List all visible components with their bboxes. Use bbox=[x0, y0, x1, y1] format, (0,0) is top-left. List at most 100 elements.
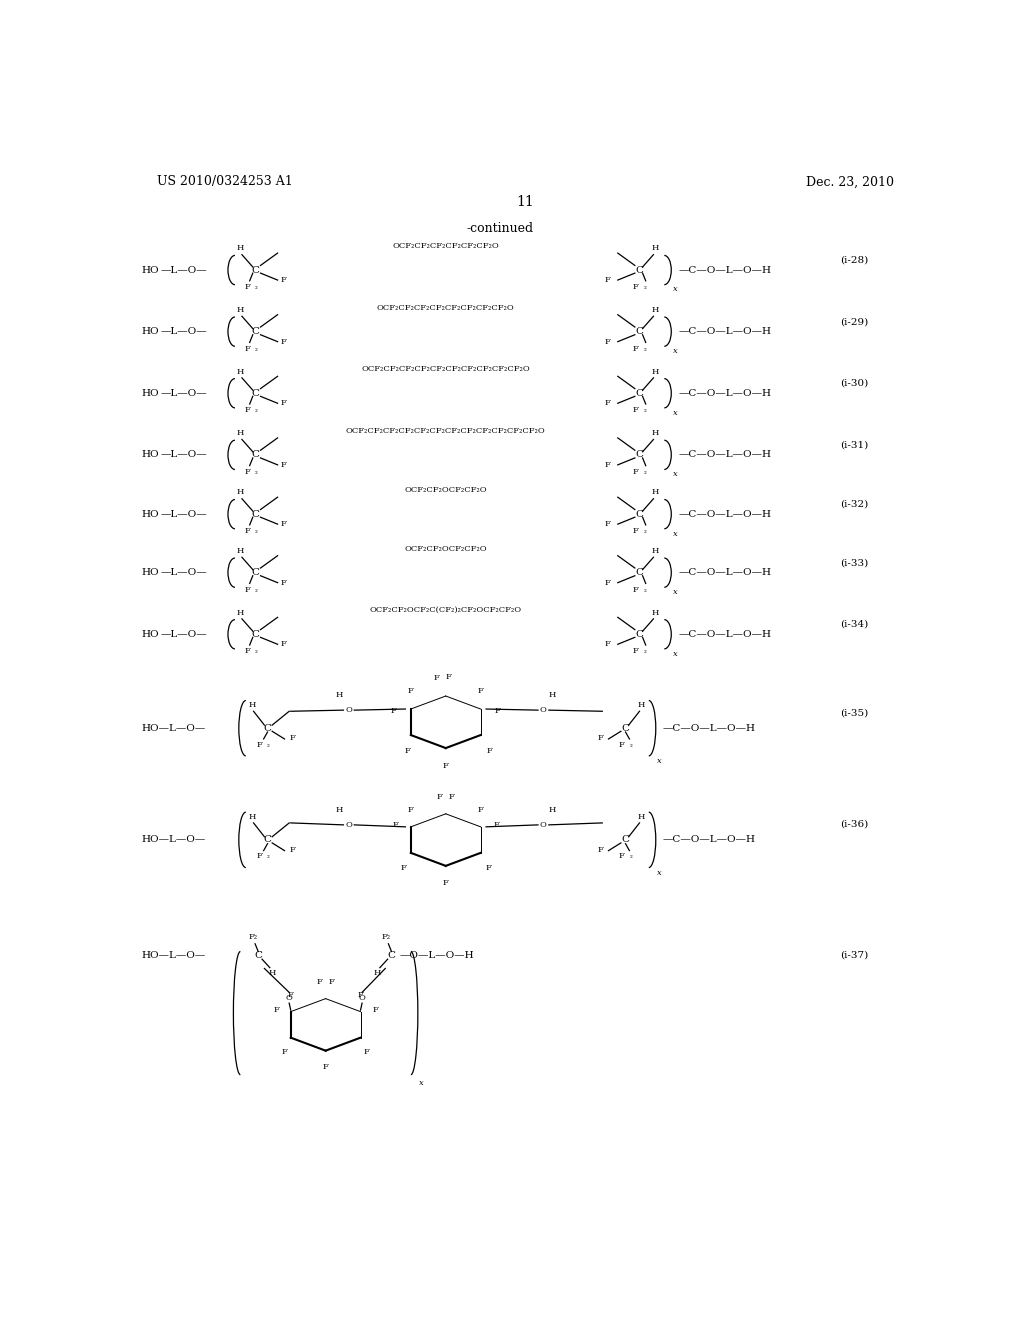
Text: (i-33): (i-33) bbox=[840, 558, 868, 568]
Text: —C—O—L—O—H: —C—O—L—O—H bbox=[678, 265, 771, 275]
Text: F: F bbox=[245, 284, 251, 292]
Text: x: x bbox=[673, 409, 678, 417]
Text: F: F bbox=[245, 647, 251, 655]
Text: (i-34): (i-34) bbox=[840, 620, 868, 628]
Text: —C—O—L—O—H: —C—O—L—O—H bbox=[678, 568, 771, 577]
Text: C: C bbox=[622, 836, 630, 845]
Text: H: H bbox=[637, 701, 645, 709]
Text: ₂: ₂ bbox=[255, 586, 258, 594]
Text: F: F bbox=[485, 865, 492, 873]
Text: F: F bbox=[245, 586, 251, 594]
Text: x: x bbox=[657, 758, 663, 766]
Text: F: F bbox=[618, 853, 625, 861]
Text: F: F bbox=[598, 846, 604, 854]
Text: —L—O—: —L—O— bbox=[161, 450, 207, 459]
Text: F: F bbox=[604, 520, 610, 528]
Text: HO—L—O—: HO—L—O— bbox=[142, 723, 206, 733]
Text: C: C bbox=[252, 568, 260, 577]
Text: H: H bbox=[651, 306, 658, 314]
Text: F: F bbox=[442, 879, 449, 887]
Text: F: F bbox=[604, 640, 610, 648]
Text: US 2010/0324253 A1: US 2010/0324253 A1 bbox=[158, 176, 293, 189]
Text: ₂: ₂ bbox=[255, 284, 258, 292]
Text: C: C bbox=[636, 389, 643, 397]
Text: F: F bbox=[633, 407, 639, 414]
Text: O: O bbox=[345, 706, 352, 714]
Text: H: H bbox=[237, 429, 244, 437]
Text: F: F bbox=[357, 991, 364, 999]
Text: C: C bbox=[252, 389, 260, 397]
Text: H: H bbox=[651, 429, 658, 437]
Text: F: F bbox=[281, 276, 287, 284]
Text: (i-29): (i-29) bbox=[840, 317, 868, 326]
Text: H: H bbox=[637, 813, 645, 821]
Text: F: F bbox=[604, 338, 610, 346]
Text: F: F bbox=[408, 805, 414, 813]
Text: HO: HO bbox=[142, 389, 160, 397]
Text: OCF₂CF₂CF₂CF₂CF₂CF₂O: OCF₂CF₂CF₂CF₂CF₂CF₂O bbox=[392, 242, 499, 249]
Text: HO: HO bbox=[142, 630, 160, 639]
Text: ₂: ₂ bbox=[266, 741, 269, 748]
Text: F: F bbox=[273, 1006, 280, 1014]
Text: H: H bbox=[336, 692, 343, 700]
Text: HO: HO bbox=[142, 568, 160, 577]
Text: —L—O—: —L—O— bbox=[161, 630, 207, 639]
Text: O: O bbox=[540, 706, 547, 714]
Text: x: x bbox=[673, 470, 678, 478]
Text: —L—O—: —L—O— bbox=[161, 568, 207, 577]
Text: H: H bbox=[651, 488, 658, 496]
Text: F₂: F₂ bbox=[248, 933, 257, 941]
Text: F: F bbox=[442, 762, 449, 770]
Text: x: x bbox=[420, 1078, 424, 1086]
Text: ₂: ₂ bbox=[643, 469, 646, 477]
Text: ₂: ₂ bbox=[255, 469, 258, 477]
Text: H: H bbox=[336, 807, 343, 814]
Text: F: F bbox=[372, 1006, 378, 1014]
Text: ₂: ₂ bbox=[630, 853, 632, 861]
Text: F: F bbox=[604, 578, 610, 586]
Text: (i-35): (i-35) bbox=[840, 709, 868, 717]
Text: —L—O—: —L—O— bbox=[161, 389, 207, 397]
Text: —C—O—L—O—H: —C—O—L—O—H bbox=[678, 327, 771, 337]
Text: ₂: ₂ bbox=[643, 586, 646, 594]
Text: C: C bbox=[254, 950, 262, 960]
Text: HO: HO bbox=[142, 265, 160, 275]
Text: (i-30): (i-30) bbox=[840, 379, 868, 388]
Text: HO—L—O—: HO—L—O— bbox=[142, 836, 206, 845]
Text: F: F bbox=[495, 706, 501, 714]
Text: C: C bbox=[636, 568, 643, 577]
Text: F: F bbox=[281, 578, 287, 586]
Text: 11: 11 bbox=[516, 195, 534, 210]
Text: ₂: ₂ bbox=[643, 284, 646, 292]
Text: C: C bbox=[252, 450, 260, 459]
Text: OCF₂CF₂OCF₂CF₂O: OCF₂CF₂OCF₂CF₂O bbox=[404, 545, 487, 553]
Text: F: F bbox=[316, 978, 323, 986]
Text: x: x bbox=[673, 649, 678, 657]
Text: HO: HO bbox=[142, 327, 160, 337]
Text: F: F bbox=[449, 793, 455, 801]
Text: F: F bbox=[281, 338, 287, 346]
Text: OCF₂CF₂CF₂CF₂CF₂CF₂CF₂CF₂CF₂CF₂O: OCF₂CF₂CF₂CF₂CF₂CF₂CF₂CF₂CF₂CF₂O bbox=[361, 366, 530, 374]
Text: F: F bbox=[493, 821, 499, 829]
Text: H: H bbox=[237, 488, 244, 496]
Text: H: H bbox=[651, 367, 658, 376]
Text: —C—O—L—O—H: —C—O—L—O—H bbox=[663, 836, 756, 845]
Text: x: x bbox=[657, 869, 663, 876]
Text: —C—O—L—O—H: —C—O—L—O—H bbox=[663, 723, 756, 733]
Text: Dec. 23, 2010: Dec. 23, 2010 bbox=[806, 176, 894, 189]
Text: (i-31): (i-31) bbox=[840, 441, 868, 449]
Text: C: C bbox=[263, 836, 271, 845]
Text: C: C bbox=[636, 327, 643, 337]
Text: F: F bbox=[633, 527, 639, 535]
Text: C: C bbox=[263, 723, 271, 733]
Text: C: C bbox=[252, 327, 260, 337]
Text: ₂: ₂ bbox=[255, 407, 258, 414]
Text: F: F bbox=[604, 461, 610, 469]
Text: F: F bbox=[391, 706, 397, 714]
Text: C: C bbox=[636, 265, 643, 275]
Text: H: H bbox=[374, 969, 381, 977]
Text: O: O bbox=[358, 994, 366, 1002]
Text: -continued: -continued bbox=[467, 222, 534, 235]
Text: F: F bbox=[392, 821, 398, 829]
Text: H: H bbox=[651, 546, 658, 554]
